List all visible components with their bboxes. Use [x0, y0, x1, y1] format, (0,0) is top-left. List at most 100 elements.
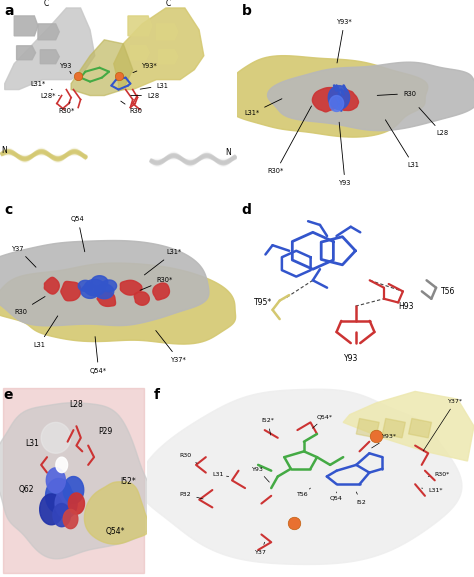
Polygon shape — [3, 388, 144, 573]
Text: L28: L28 — [419, 107, 448, 136]
Text: R30: R30 — [180, 453, 197, 463]
Polygon shape — [63, 477, 84, 504]
Text: L28*: L28* — [40, 92, 59, 99]
Text: a: a — [5, 4, 14, 18]
Text: L31*: L31* — [422, 488, 443, 493]
Polygon shape — [101, 280, 117, 292]
Text: R30*: R30* — [268, 106, 311, 174]
Polygon shape — [38, 24, 59, 40]
Polygon shape — [356, 418, 379, 438]
Polygon shape — [61, 282, 81, 301]
Text: I52*: I52* — [262, 418, 274, 435]
Polygon shape — [46, 478, 72, 513]
Text: T56: T56 — [441, 287, 455, 296]
Text: Y93*: Y93* — [337, 19, 352, 63]
Text: Q54*: Q54* — [312, 414, 333, 428]
Polygon shape — [40, 50, 59, 63]
Polygon shape — [138, 389, 462, 564]
Text: Q54*: Q54* — [106, 527, 125, 537]
Text: R30: R30 — [121, 101, 142, 114]
Text: L31*: L31* — [145, 249, 181, 275]
Polygon shape — [46, 468, 65, 493]
Text: H93: H93 — [398, 302, 414, 312]
Polygon shape — [91, 276, 108, 288]
Polygon shape — [329, 96, 344, 111]
Polygon shape — [97, 291, 116, 306]
Text: Y93: Y93 — [339, 122, 351, 186]
Text: L28: L28 — [131, 92, 159, 99]
Text: R30*: R30* — [140, 277, 173, 290]
Polygon shape — [312, 88, 341, 112]
Polygon shape — [71, 40, 133, 96]
Text: P32: P32 — [180, 492, 203, 499]
Polygon shape — [40, 494, 63, 525]
Polygon shape — [56, 457, 68, 473]
Polygon shape — [343, 391, 474, 461]
Text: I52: I52 — [356, 492, 366, 504]
Text: Q54: Q54 — [71, 216, 85, 252]
Polygon shape — [0, 263, 236, 344]
Polygon shape — [383, 418, 405, 438]
Text: Y93*: Y93* — [372, 434, 397, 448]
Text: R30*: R30* — [428, 473, 450, 478]
Text: N: N — [1, 147, 7, 155]
Polygon shape — [55, 489, 77, 518]
Text: C: C — [44, 0, 49, 8]
Polygon shape — [328, 85, 349, 110]
Text: L31: L31 — [212, 473, 228, 478]
Text: Y37*: Y37* — [156, 331, 186, 362]
Text: Y93*: Y93* — [133, 63, 158, 73]
Text: c: c — [5, 203, 13, 217]
Polygon shape — [14, 16, 38, 36]
Polygon shape — [68, 493, 84, 514]
Polygon shape — [153, 283, 170, 300]
Text: b: b — [242, 4, 252, 18]
Polygon shape — [53, 504, 71, 527]
Polygon shape — [0, 403, 157, 559]
Polygon shape — [17, 46, 36, 60]
Text: L31: L31 — [26, 439, 39, 448]
Text: d: d — [242, 203, 252, 217]
Polygon shape — [134, 292, 149, 305]
Text: L31: L31 — [140, 83, 168, 89]
Polygon shape — [84, 279, 105, 296]
Polygon shape — [114, 8, 204, 89]
Polygon shape — [338, 89, 358, 110]
Polygon shape — [267, 62, 474, 130]
Text: C: C — [165, 0, 171, 8]
Polygon shape — [95, 284, 114, 299]
Polygon shape — [130, 46, 149, 60]
Polygon shape — [78, 280, 92, 291]
Text: Q54: Q54 — [330, 492, 343, 501]
Text: L31: L31 — [385, 120, 419, 168]
Text: R30*: R30* — [58, 102, 74, 114]
Polygon shape — [81, 284, 99, 298]
Text: Y37*: Y37* — [423, 399, 463, 451]
Text: Y93: Y93 — [61, 63, 73, 74]
Polygon shape — [84, 482, 150, 544]
Text: I52*: I52* — [120, 477, 136, 486]
Polygon shape — [41, 422, 71, 454]
Text: T95*: T95* — [254, 298, 272, 307]
Text: L28: L28 — [70, 400, 83, 409]
Text: R30: R30 — [14, 297, 45, 314]
Text: T56: T56 — [297, 488, 310, 497]
Polygon shape — [128, 16, 152, 36]
Polygon shape — [44, 278, 59, 294]
Text: R30: R30 — [377, 91, 416, 96]
Text: L31*: L31* — [244, 99, 282, 117]
Text: e: e — [3, 388, 12, 402]
Text: Y93: Y93 — [252, 467, 269, 482]
Text: L31*: L31* — [31, 81, 52, 89]
Polygon shape — [63, 509, 78, 529]
Polygon shape — [409, 418, 431, 438]
Text: f: f — [154, 388, 159, 402]
Text: P29: P29 — [99, 427, 113, 436]
Text: Y37: Y37 — [12, 246, 36, 267]
Polygon shape — [228, 55, 428, 137]
Text: Y37: Y37 — [255, 542, 267, 555]
Polygon shape — [120, 280, 142, 295]
Text: Y93: Y93 — [344, 354, 358, 363]
Polygon shape — [0, 241, 209, 326]
Polygon shape — [5, 8, 95, 89]
